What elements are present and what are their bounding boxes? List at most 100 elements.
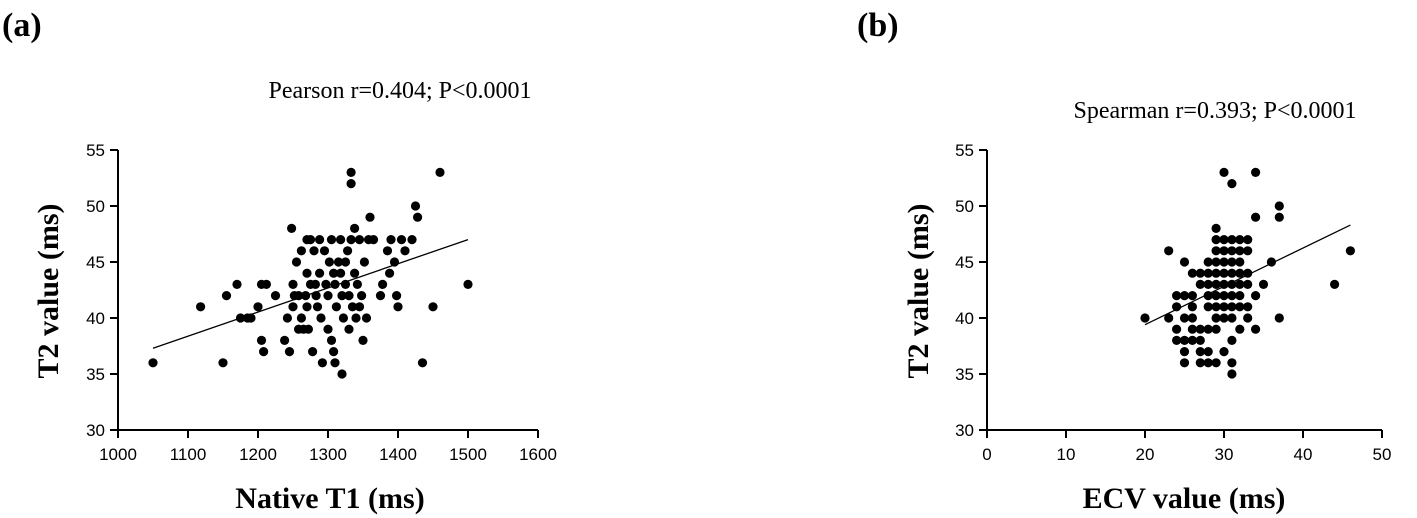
data-point	[1203, 268, 1213, 278]
data-point	[1227, 257, 1237, 267]
data-point	[330, 358, 340, 368]
data-point	[354, 235, 365, 245]
data-point	[330, 279, 340, 289]
data-point	[333, 257, 344, 267]
data-point	[347, 302, 358, 312]
data-point	[428, 302, 438, 312]
y-tick-label: 35	[86, 365, 105, 384]
data-point	[1219, 257, 1229, 267]
x-tick-label: 50	[1373, 445, 1392, 464]
data-point	[344, 291, 354, 301]
data-point	[337, 369, 347, 379]
data-point	[282, 313, 292, 323]
data-point	[359, 257, 369, 267]
data-point	[303, 324, 313, 334]
data-point	[1187, 268, 1197, 278]
data-point	[343, 246, 353, 256]
data-point	[1195, 279, 1205, 289]
data-point	[337, 291, 347, 301]
data-point	[407, 235, 417, 245]
data-point	[1211, 324, 1221, 334]
data-point	[296, 313, 306, 323]
data-point	[1203, 257, 1213, 267]
data-point	[312, 302, 323, 312]
data-point	[311, 291, 321, 301]
data-point	[261, 279, 271, 289]
data-point	[1203, 291, 1213, 301]
data-point	[344, 324, 354, 334]
data-point	[1227, 358, 1237, 368]
data-point	[1227, 291, 1237, 301]
data-point	[1195, 358, 1205, 368]
data-point	[1243, 302, 1253, 312]
data-point	[1219, 167, 1229, 177]
data-point	[417, 358, 428, 368]
data-point	[1187, 324, 1197, 334]
data-point	[1219, 302, 1229, 312]
data-point	[291, 257, 302, 267]
x-tick-label: 1600	[519, 445, 557, 464]
data-point	[389, 257, 400, 267]
data-point	[1211, 223, 1221, 233]
data-point	[326, 335, 337, 345]
data-point	[1227, 268, 1237, 278]
data-point	[1211, 279, 1221, 289]
data-point	[326, 235, 337, 245]
data-point	[1211, 313, 1221, 323]
data-point	[1203, 358, 1213, 368]
data-point	[336, 235, 346, 245]
data-point	[1219, 268, 1229, 278]
x-tick-label: 1100	[170, 445, 207, 464]
data-point	[392, 291, 402, 301]
y-tick-label: 40	[955, 309, 974, 328]
scatter-panel-b: (b) Spearman r=0.393; P<0.0001 ECV value…	[857, 7, 1391, 515]
data-point	[221, 291, 232, 301]
data-point	[340, 257, 351, 267]
y-tick-label: 30	[955, 421, 974, 440]
data-point	[1211, 291, 1221, 301]
data-point	[413, 212, 423, 222]
data-point	[321, 279, 331, 289]
data-point	[1243, 235, 1253, 245]
x-tick-label: 40	[1294, 445, 1313, 464]
data-point	[393, 302, 403, 312]
data-point	[1172, 302, 1182, 312]
data-point	[382, 246, 393, 256]
tick-layer: 30 35 40 45 50 55 0 10 20 30 40 50	[955, 141, 1391, 464]
data-point	[1227, 313, 1237, 323]
data-point	[218, 358, 228, 368]
data-point	[350, 223, 360, 233]
data-point	[375, 291, 386, 301]
data-point	[1195, 335, 1205, 345]
data-point	[1219, 279, 1229, 289]
data-point	[1211, 235, 1221, 245]
data-point	[1172, 291, 1182, 301]
x-tick-label: 0	[982, 445, 991, 464]
data-point	[378, 279, 388, 289]
data-point	[1203, 347, 1213, 357]
data-point	[1187, 313, 1197, 323]
chart-title: Pearson r=0.404; P<0.0001	[268, 78, 531, 104]
data-point	[1227, 179, 1237, 189]
data-point	[1211, 257, 1221, 267]
data-point	[336, 268, 346, 278]
data-point	[1345, 246, 1355, 256]
x-axis-title: Native T1 (ms)	[235, 482, 424, 515]
data-point	[1258, 279, 1269, 289]
data-point	[1219, 347, 1229, 357]
data-point	[232, 279, 242, 289]
data-point	[324, 257, 334, 267]
data-point	[331, 302, 341, 312]
data-point	[284, 347, 295, 357]
data-point	[1235, 279, 1245, 289]
data-point	[1172, 335, 1182, 345]
data-point	[350, 268, 360, 278]
data-point	[385, 268, 395, 278]
data-point	[1211, 246, 1221, 256]
data-point	[196, 302, 206, 312]
data-point	[1187, 291, 1197, 301]
y-tick-label: 50	[86, 197, 105, 216]
data-point	[270, 291, 281, 301]
data-point	[358, 335, 368, 345]
